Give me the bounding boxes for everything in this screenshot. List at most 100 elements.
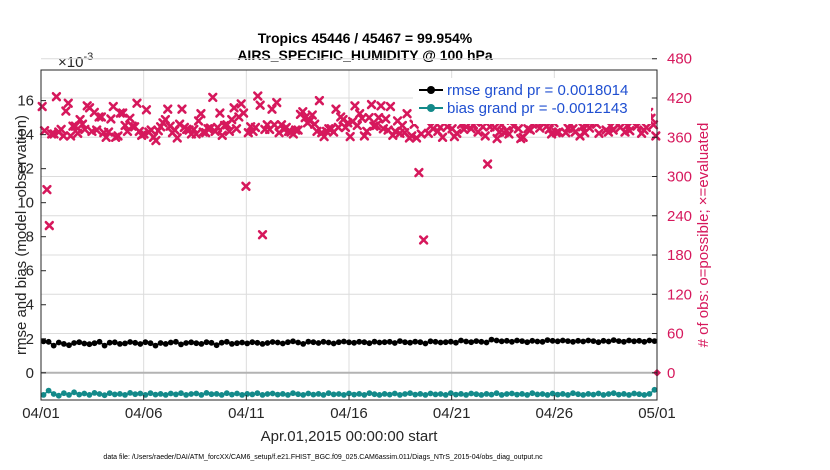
bias-point	[539, 391, 546, 397]
rmse-point	[539, 338, 546, 345]
rmse-point	[442, 339, 449, 346]
rmse-point	[346, 339, 352, 346]
rmse-point	[249, 339, 256, 346]
obs-point	[151, 135, 161, 146]
rmse-point	[188, 339, 195, 346]
bias-point	[432, 391, 439, 398]
obs-point	[141, 105, 152, 115]
rmse-point	[458, 337, 464, 344]
bias-point	[244, 391, 251, 397]
rmse-point	[371, 338, 378, 345]
rmse-point	[223, 338, 230, 345]
obs-point	[452, 128, 462, 139]
rmse-point	[626, 337, 632, 344]
bias-point	[264, 391, 271, 397]
rmse-point	[147, 340, 154, 347]
legend-bias-label: bias grand pr = -0.0012143	[447, 100, 628, 117]
rmse-point	[341, 338, 347, 345]
obs-point	[163, 104, 173, 114]
bias-point	[529, 390, 536, 397]
rmse-point	[152, 342, 159, 349]
bias-point	[391, 390, 398, 397]
bias-point	[55, 392, 62, 399]
data-file-footer: data file: /Users/raeder/DAI/ATM_forcXX/…	[103, 454, 543, 461]
rmse-point	[315, 340, 322, 346]
obs-point	[333, 122, 344, 133]
rmse-point	[239, 339, 246, 346]
obs-point	[397, 120, 408, 131]
obs-point	[362, 126, 372, 137]
obs-point	[504, 129, 514, 139]
obs-point	[44, 220, 54, 231]
obs-point	[345, 131, 355, 142]
rmse-point	[621, 338, 627, 345]
y-right-tick-label: 0	[667, 365, 675, 382]
bias-point	[71, 389, 77, 396]
obs-point	[196, 109, 206, 119]
bias-point	[478, 392, 485, 398]
rmse-point	[437, 339, 444, 346]
obs-point	[217, 130, 227, 140]
bias-point	[330, 391, 337, 398]
obs-point	[331, 104, 341, 114]
bias-point	[290, 390, 296, 397]
obs-point	[290, 125, 301, 135]
bias-point	[254, 390, 261, 397]
obs-point	[257, 230, 268, 240]
rmse-point	[407, 339, 413, 346]
obs-point	[437, 132, 448, 142]
x-tick-label: 04/11	[228, 405, 264, 422]
obs-point	[37, 101, 47, 112]
rmse-point	[193, 340, 200, 347]
plot-area	[37, 58, 661, 401]
obs-point	[276, 120, 287, 130]
bias-point	[132, 391, 139, 398]
obs-point	[385, 101, 396, 112]
rmse-point	[142, 339, 149, 346]
obs-point	[191, 129, 201, 139]
obs-point	[518, 132, 528, 142]
obs-point	[350, 101, 360, 111]
obs-point	[482, 159, 493, 169]
legend-bias-marker	[427, 104, 435, 112]
bias-point	[437, 391, 444, 397]
bias-point	[173, 391, 179, 398]
rmse-point	[514, 337, 520, 344]
bias-point	[295, 391, 301, 398]
bias-point	[519, 391, 525, 397]
obs-point	[416, 129, 426, 139]
bias-point	[218, 392, 225, 398]
bias-point	[356, 391, 363, 397]
rmse-point	[198, 341, 205, 347]
rmse-point	[636, 337, 643, 344]
y-left-tick-label: 0	[26, 365, 34, 382]
rmse-point	[295, 339, 301, 346]
legend-box	[413, 78, 651, 124]
obs-point	[428, 124, 438, 134]
obs-point	[553, 127, 564, 137]
obs-point	[215, 108, 225, 118]
rmse-point	[183, 340, 190, 346]
obs-point	[376, 101, 386, 111]
bias-point	[279, 391, 286, 397]
bias-point	[223, 390, 230, 397]
rmse-point	[488, 336, 495, 343]
obs-point	[101, 132, 111, 142]
rmse-point	[50, 342, 57, 349]
obs-point	[255, 100, 265, 110]
x-tick-label: 05/01	[638, 405, 676, 422]
bias-point	[101, 392, 108, 399]
bias-point	[447, 390, 454, 397]
y-right-ticks: 0 60 120 180 240 300 360 420 480	[652, 51, 692, 382]
rmse-point	[285, 339, 291, 346]
bias-point	[554, 391, 561, 398]
obs-point	[212, 122, 223, 133]
rmse-point	[157, 340, 164, 346]
obs-point	[314, 95, 325, 106]
rmse-point	[463, 338, 469, 345]
obs-point	[513, 124, 524, 134]
bias-point	[412, 391, 419, 398]
rmse-point	[111, 339, 118, 346]
rmse-point	[45, 338, 52, 345]
obs-point	[594, 128, 604, 139]
